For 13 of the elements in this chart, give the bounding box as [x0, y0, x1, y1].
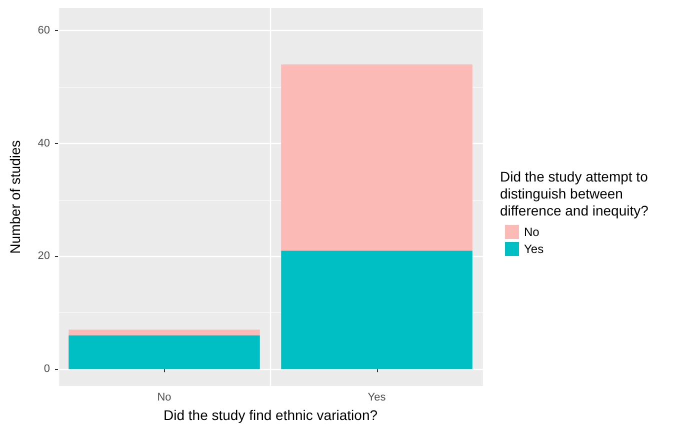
- bar: [281, 64, 472, 251]
- y-tick-label: 40: [38, 137, 50, 150]
- legend-title: Did the study attempt to distinguish between difference and inequity?: [500, 168, 652, 218]
- x-axis-title: Did the study find ethnic variation?: [163, 407, 378, 423]
- y-axis-title: Number of studies: [7, 140, 23, 254]
- bar: [68, 330, 260, 336]
- y-tick-label: 20: [38, 250, 50, 262]
- bar: [281, 250, 472, 370]
- legend-label: No: [524, 225, 540, 239]
- legend-label: Yes: [524, 242, 544, 256]
- y-tick-label: 60: [38, 24, 50, 37]
- y-tick-label: 0: [44, 363, 50, 376]
- bar: [68, 335, 260, 370]
